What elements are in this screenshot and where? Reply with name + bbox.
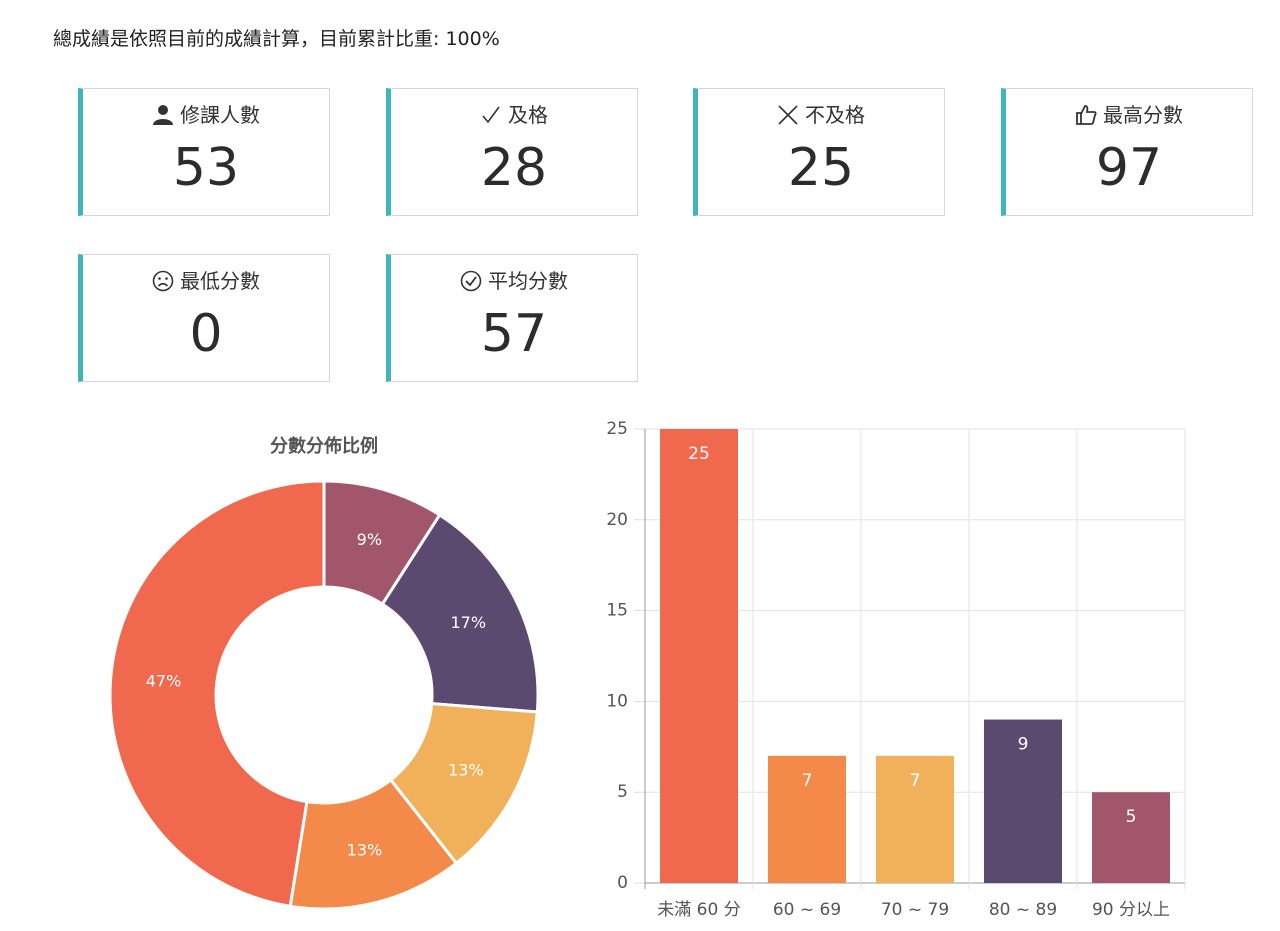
bar-value-label: 7 — [910, 771, 921, 791]
chart-title: 分數分佈比例 — [270, 435, 378, 457]
x-tick-label: 60 ~ 69 — [773, 900, 841, 920]
x-tick-label: 90 分以上 — [1092, 900, 1170, 920]
bar — [876, 755, 954, 883]
y-tick-label: 20 — [606, 510, 628, 530]
stat-value: 57 — [480, 304, 548, 364]
stat-card: 最高分數 97 — [1001, 88, 1253, 216]
bar — [1092, 792, 1170, 883]
stat-card: 不及格 25 — [693, 88, 945, 216]
y-tick-label: 25 — [606, 419, 628, 439]
slice-label: 17% — [450, 613, 486, 632]
stat-value: 97 — [1095, 138, 1163, 198]
stat-label: 不及格 — [805, 103, 865, 127]
y-tick-label: 15 — [606, 601, 628, 621]
x-tick-label: 70 ~ 79 — [881, 900, 949, 920]
y-tick-label: 0 — [617, 873, 628, 893]
stat-card: 平均分數 57 — [386, 254, 638, 382]
bar-value-label: 7 — [802, 771, 813, 791]
stat-label: 最低分數 — [180, 269, 260, 293]
stat-value: 53 — [172, 138, 240, 198]
stat-card: 及格 28 — [386, 88, 638, 216]
stat-label: 及格 — [508, 103, 548, 127]
donut-slice — [108, 479, 326, 909]
slice-label: 13% — [448, 761, 484, 780]
bar — [768, 755, 846, 883]
icon-cross — [778, 105, 798, 125]
icon-check — [482, 106, 500, 124]
slice-label: 47% — [146, 672, 182, 691]
stat-value: 28 — [480, 138, 548, 198]
icon-check-circle — [460, 270, 482, 292]
stat-card: 修課人數 53 — [78, 88, 330, 216]
slice-label: 9% — [357, 530, 382, 549]
x-tick-label: 80 ~ 89 — [989, 900, 1057, 920]
y-tick-label: 5 — [617, 782, 628, 802]
stat-label: 平均分數 — [488, 269, 568, 293]
icon-thumbs-up — [1076, 105, 1097, 125]
x-tick-label: 未滿 60 分 — [657, 900, 740, 920]
slice-label: 13% — [347, 840, 383, 859]
stat-label: 最高分數 — [1103, 103, 1183, 127]
stat-value: 25 — [787, 138, 855, 198]
icon-frown — [152, 270, 174, 292]
stat-label: 修課人數 — [180, 103, 260, 127]
stat-value: 0 — [189, 304, 223, 364]
header-text: 總成績是依照目前的成績計算，目前累計比重: 100% — [53, 28, 500, 50]
bar — [660, 429, 738, 883]
bar-value-label: 25 — [688, 444, 710, 464]
bar — [984, 719, 1062, 883]
donut-slice — [380, 512, 540, 714]
bar-value-label: 9 — [1018, 735, 1029, 755]
icon-user — [153, 105, 173, 125]
bar-value-label: 5 — [1126, 807, 1137, 827]
y-tick-label: 10 — [606, 691, 628, 711]
stat-card: 最低分數 0 — [78, 254, 330, 382]
